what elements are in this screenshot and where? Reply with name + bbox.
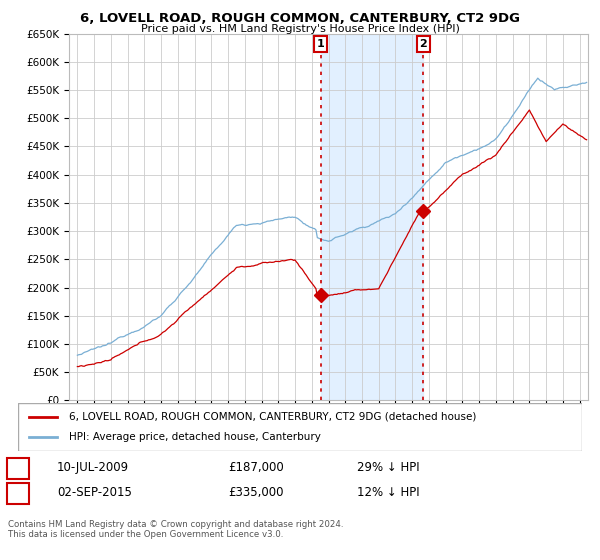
Text: 1: 1 [317, 39, 325, 49]
Text: 1: 1 [14, 461, 22, 474]
Bar [320, 34, 424, 400]
Text: Price paid vs. HM Land Registry's House Price Index (HPI): Price paid vs. HM Land Registry's House … [140, 24, 460, 34]
FancyBboxPatch shape [18, 403, 582, 451]
Text: £335,000: £335,000 [228, 486, 284, 500]
Text: HPI: Average price, detached house, Canterbury: HPI: Average price, detached house, Cant… [69, 432, 320, 442]
Text: 29% ↓ HPI: 29% ↓ HPI [357, 461, 419, 474]
Text: 2: 2 [14, 486, 22, 500]
Text: 2: 2 [419, 39, 427, 49]
Text: £187,000: £187,000 [228, 461, 284, 474]
Text: 10-JUL-2009: 10-JUL-2009 [57, 461, 129, 474]
FancyBboxPatch shape [7, 483, 29, 504]
Text: Contains HM Land Registry data © Crown copyright and database right 2024.
This d: Contains HM Land Registry data © Crown c… [8, 520, 343, 539]
Text: 12% ↓ HPI: 12% ↓ HPI [357, 486, 419, 500]
Text: 6, LOVELL ROAD, ROUGH COMMON, CANTERBURY, CT2 9DG: 6, LOVELL ROAD, ROUGH COMMON, CANTERBURY… [80, 12, 520, 25]
Text: 02-SEP-2015: 02-SEP-2015 [57, 486, 132, 500]
Text: 6, LOVELL ROAD, ROUGH COMMON, CANTERBURY, CT2 9DG (detached house): 6, LOVELL ROAD, ROUGH COMMON, CANTERBURY… [69, 412, 476, 422]
FancyBboxPatch shape [7, 458, 29, 479]
